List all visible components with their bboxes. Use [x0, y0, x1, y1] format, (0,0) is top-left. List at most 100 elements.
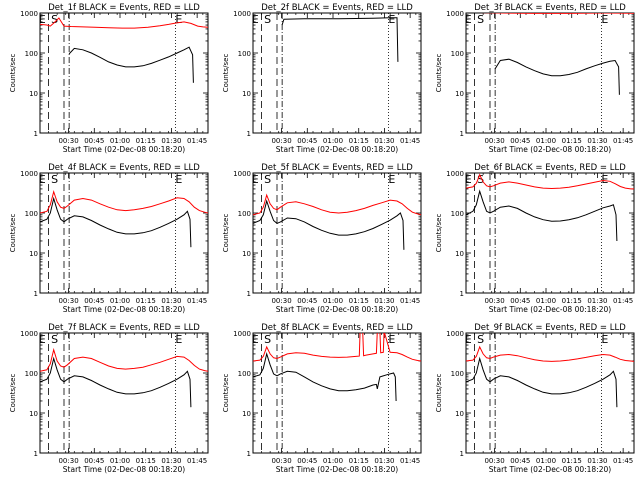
y-tick-label: 10 [29, 410, 38, 418]
x-tick-label: 01:15 [349, 137, 369, 145]
x-tick-label: 01:00 [323, 297, 343, 305]
x-axis-label: Start Time (02-Dec-08 00:18:20) [63, 465, 185, 474]
x-tick-label: 01:00 [536, 297, 556, 305]
y-axis-label: Counts/sec [435, 54, 443, 93]
x-tick-label: 01:45 [400, 457, 420, 465]
x-tick-label: 01:30 [374, 137, 394, 145]
y-tick-label: 10 [455, 410, 464, 418]
x-tick-label: 00:30 [58, 297, 78, 305]
lld-series-line [40, 189, 208, 214]
x-tick-label: 01:15 [136, 457, 156, 465]
marker-s: S [264, 173, 271, 186]
y-tick-label: 1 [34, 130, 38, 138]
y-tick-label: 100 [451, 210, 464, 218]
y-tick-label: 1000 [446, 330, 464, 338]
x-tick-label: 00:30 [271, 137, 291, 145]
x-tick-label: 00:30 [484, 457, 504, 465]
marker-s: S [477, 333, 484, 346]
x-tick-label: 01:15 [136, 137, 156, 145]
x-tick-label: 01:15 [562, 137, 582, 145]
panel-det-4: Det_4f BLACK = Events, RED = LLD 1 10 100 10… [9, 163, 209, 314]
panel-title: Det_7f BLACK = Events, RED = LLD [48, 323, 200, 333]
y-tick-label: 100 [238, 210, 251, 218]
x-axis-label: Start Time (02-Dec-08 00:18:20) [276, 465, 398, 474]
x-tick-label: 01:00 [110, 137, 130, 145]
x-tick-label: 00:45 [84, 457, 104, 465]
x-tick-label: 01:00 [323, 137, 343, 145]
x-tick-label: 00:45 [510, 137, 530, 145]
y-tick-label: 10 [29, 250, 38, 258]
lld-series-line [253, 193, 421, 216]
plot-frame [39, 12, 209, 134]
x-tick-label: 00:30 [271, 297, 291, 305]
lld-series-line [40, 347, 208, 372]
x-tick-label: 01:45 [613, 297, 633, 305]
x-tick-label: 00:45 [297, 297, 317, 305]
y-tick-label: 100 [25, 370, 38, 378]
marker-s: S [477, 173, 484, 186]
x-tick-label: 01:30 [161, 297, 181, 305]
x-tick-label: 01:00 [110, 297, 130, 305]
panel-det-7: Det_7f BLACK = Events, RED = LLD 1 10 100 10… [9, 323, 209, 474]
y-tick-label: 1000 [233, 170, 251, 178]
panel-det-3: Det_3f BLACK = Events, RED = LLD 1 10 100 10… [435, 3, 635, 154]
marker-e-left: E [465, 333, 472, 346]
panel-det-8: Det_8f BLACK = Events, RED = LLD 1 10 100 10… [222, 323, 422, 474]
x-axis-label: Start Time (02-Dec-08 00:18:20) [489, 305, 611, 314]
marker-s: S [477, 13, 484, 26]
plot-frame [465, 332, 635, 454]
x-tick-label: 01:45 [613, 137, 633, 145]
marker-s: S [264, 13, 271, 26]
panel-title: Det_8f BLACK = Events, RED = LLD [261, 323, 413, 333]
x-axis-label: Start Time (02-Dec-08 00:18:20) [489, 145, 611, 154]
marker-s: S [51, 13, 58, 26]
x-tick-label: 01:00 [536, 137, 556, 145]
x-tick-label: 01:45 [187, 457, 207, 465]
events-series-line [253, 199, 405, 250]
y-tick-label: 100 [25, 50, 38, 58]
y-tick-label: 1 [460, 130, 464, 138]
y-tick-label: 1 [247, 290, 251, 298]
marker-e-left: E [252, 13, 259, 26]
y-tick-label: 10 [242, 250, 251, 258]
plot-frame [252, 172, 422, 294]
panel-det-1: Det_1f BLACK = Events, RED = LLD 1 10 100 10… [9, 3, 209, 154]
y-axis-label: Counts/sec [435, 374, 443, 413]
x-tick-label: 01:30 [587, 457, 607, 465]
x-tick-label: 01:15 [562, 297, 582, 305]
x-tick-label: 01:45 [400, 297, 420, 305]
y-tick-label: 1 [247, 450, 251, 458]
marker-e-left: E [465, 13, 472, 26]
marker-e-right: E [388, 333, 395, 346]
panel-title: Det_1f BLACK = Events, RED = LLD [48, 3, 200, 13]
lld-series-line [40, 17, 208, 29]
x-tick-label: 01:30 [161, 137, 181, 145]
marker-s: S [51, 173, 58, 186]
events-series-line [494, 58, 620, 95]
x-tick-label: 00:30 [484, 137, 504, 145]
x-tick-label: 01:45 [400, 137, 420, 145]
marker-e-right: E [601, 13, 608, 26]
marker-e-right: E [175, 13, 182, 26]
x-tick-label: 00:30 [58, 457, 78, 465]
lld-series-line [466, 173, 634, 190]
x-axis-label: Start Time (02-Dec-08 00:18:20) [63, 305, 185, 314]
lld-series-line [478, 13, 634, 14]
x-tick-label: 00:30 [271, 457, 291, 465]
plot-frame [252, 12, 422, 134]
y-tick-label: 10 [242, 410, 251, 418]
marker-e-left: E [39, 173, 46, 186]
events-series-line [40, 196, 192, 248]
y-tick-label: 1000 [20, 330, 38, 338]
y-tick-label: 1 [460, 290, 464, 298]
panel-title: Det_3f BLACK = Events, RED = LLD [474, 3, 626, 13]
plot-frame [465, 172, 635, 294]
panel-title: Det_5f BLACK = Events, RED = LLD [261, 163, 413, 173]
marker-e-right: E [388, 13, 395, 26]
panel-title: Det_4f BLACK = Events, RED = LLD [48, 163, 200, 173]
y-tick-label: 1 [34, 450, 38, 458]
y-tick-label: 1000 [20, 170, 38, 178]
plot-frame [39, 332, 209, 454]
x-axis-label: Start Time (02-Dec-08 00:18:20) [489, 465, 611, 474]
